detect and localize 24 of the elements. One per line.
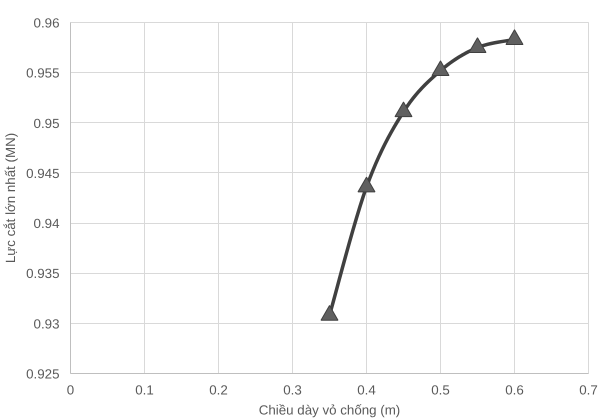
y-tick-label: 0.925 <box>26 366 60 382</box>
y-tick-label: 0.94 <box>34 216 60 232</box>
x-tick-label: 0.5 <box>431 382 450 398</box>
x-tick-label: 0.4 <box>357 382 376 398</box>
point <box>320 305 338 321</box>
point <box>394 101 412 118</box>
x-tick-label: 0.6 <box>505 382 524 398</box>
x-tick-label: 0.2 <box>209 382 228 398</box>
y-tick-label: 0.96 <box>34 16 60 30</box>
x-tick-label: 0.7 <box>579 382 598 398</box>
point <box>506 29 524 45</box>
point <box>358 176 376 192</box>
y-tick-label: 0.945 <box>26 166 60 181</box>
y-tick-label: 0.955 <box>26 66 60 81</box>
x-tick-label: 0 <box>66 382 74 398</box>
y-tick-label: 0.93 <box>34 316 60 332</box>
x-tick-label: 0.1 <box>135 382 154 398</box>
y-tick-label: 0.95 <box>34 116 60 131</box>
point <box>468 37 486 53</box>
point <box>432 60 450 76</box>
x-axis-title: Chiều dày vỏ chống (m) <box>258 402 400 418</box>
y-tick-label: 0.935 <box>26 266 60 282</box>
x-tick-label: 0.3 <box>283 382 302 398</box>
y-axis-title: Lực cắt lớn nhất (MN) <box>3 132 18 264</box>
